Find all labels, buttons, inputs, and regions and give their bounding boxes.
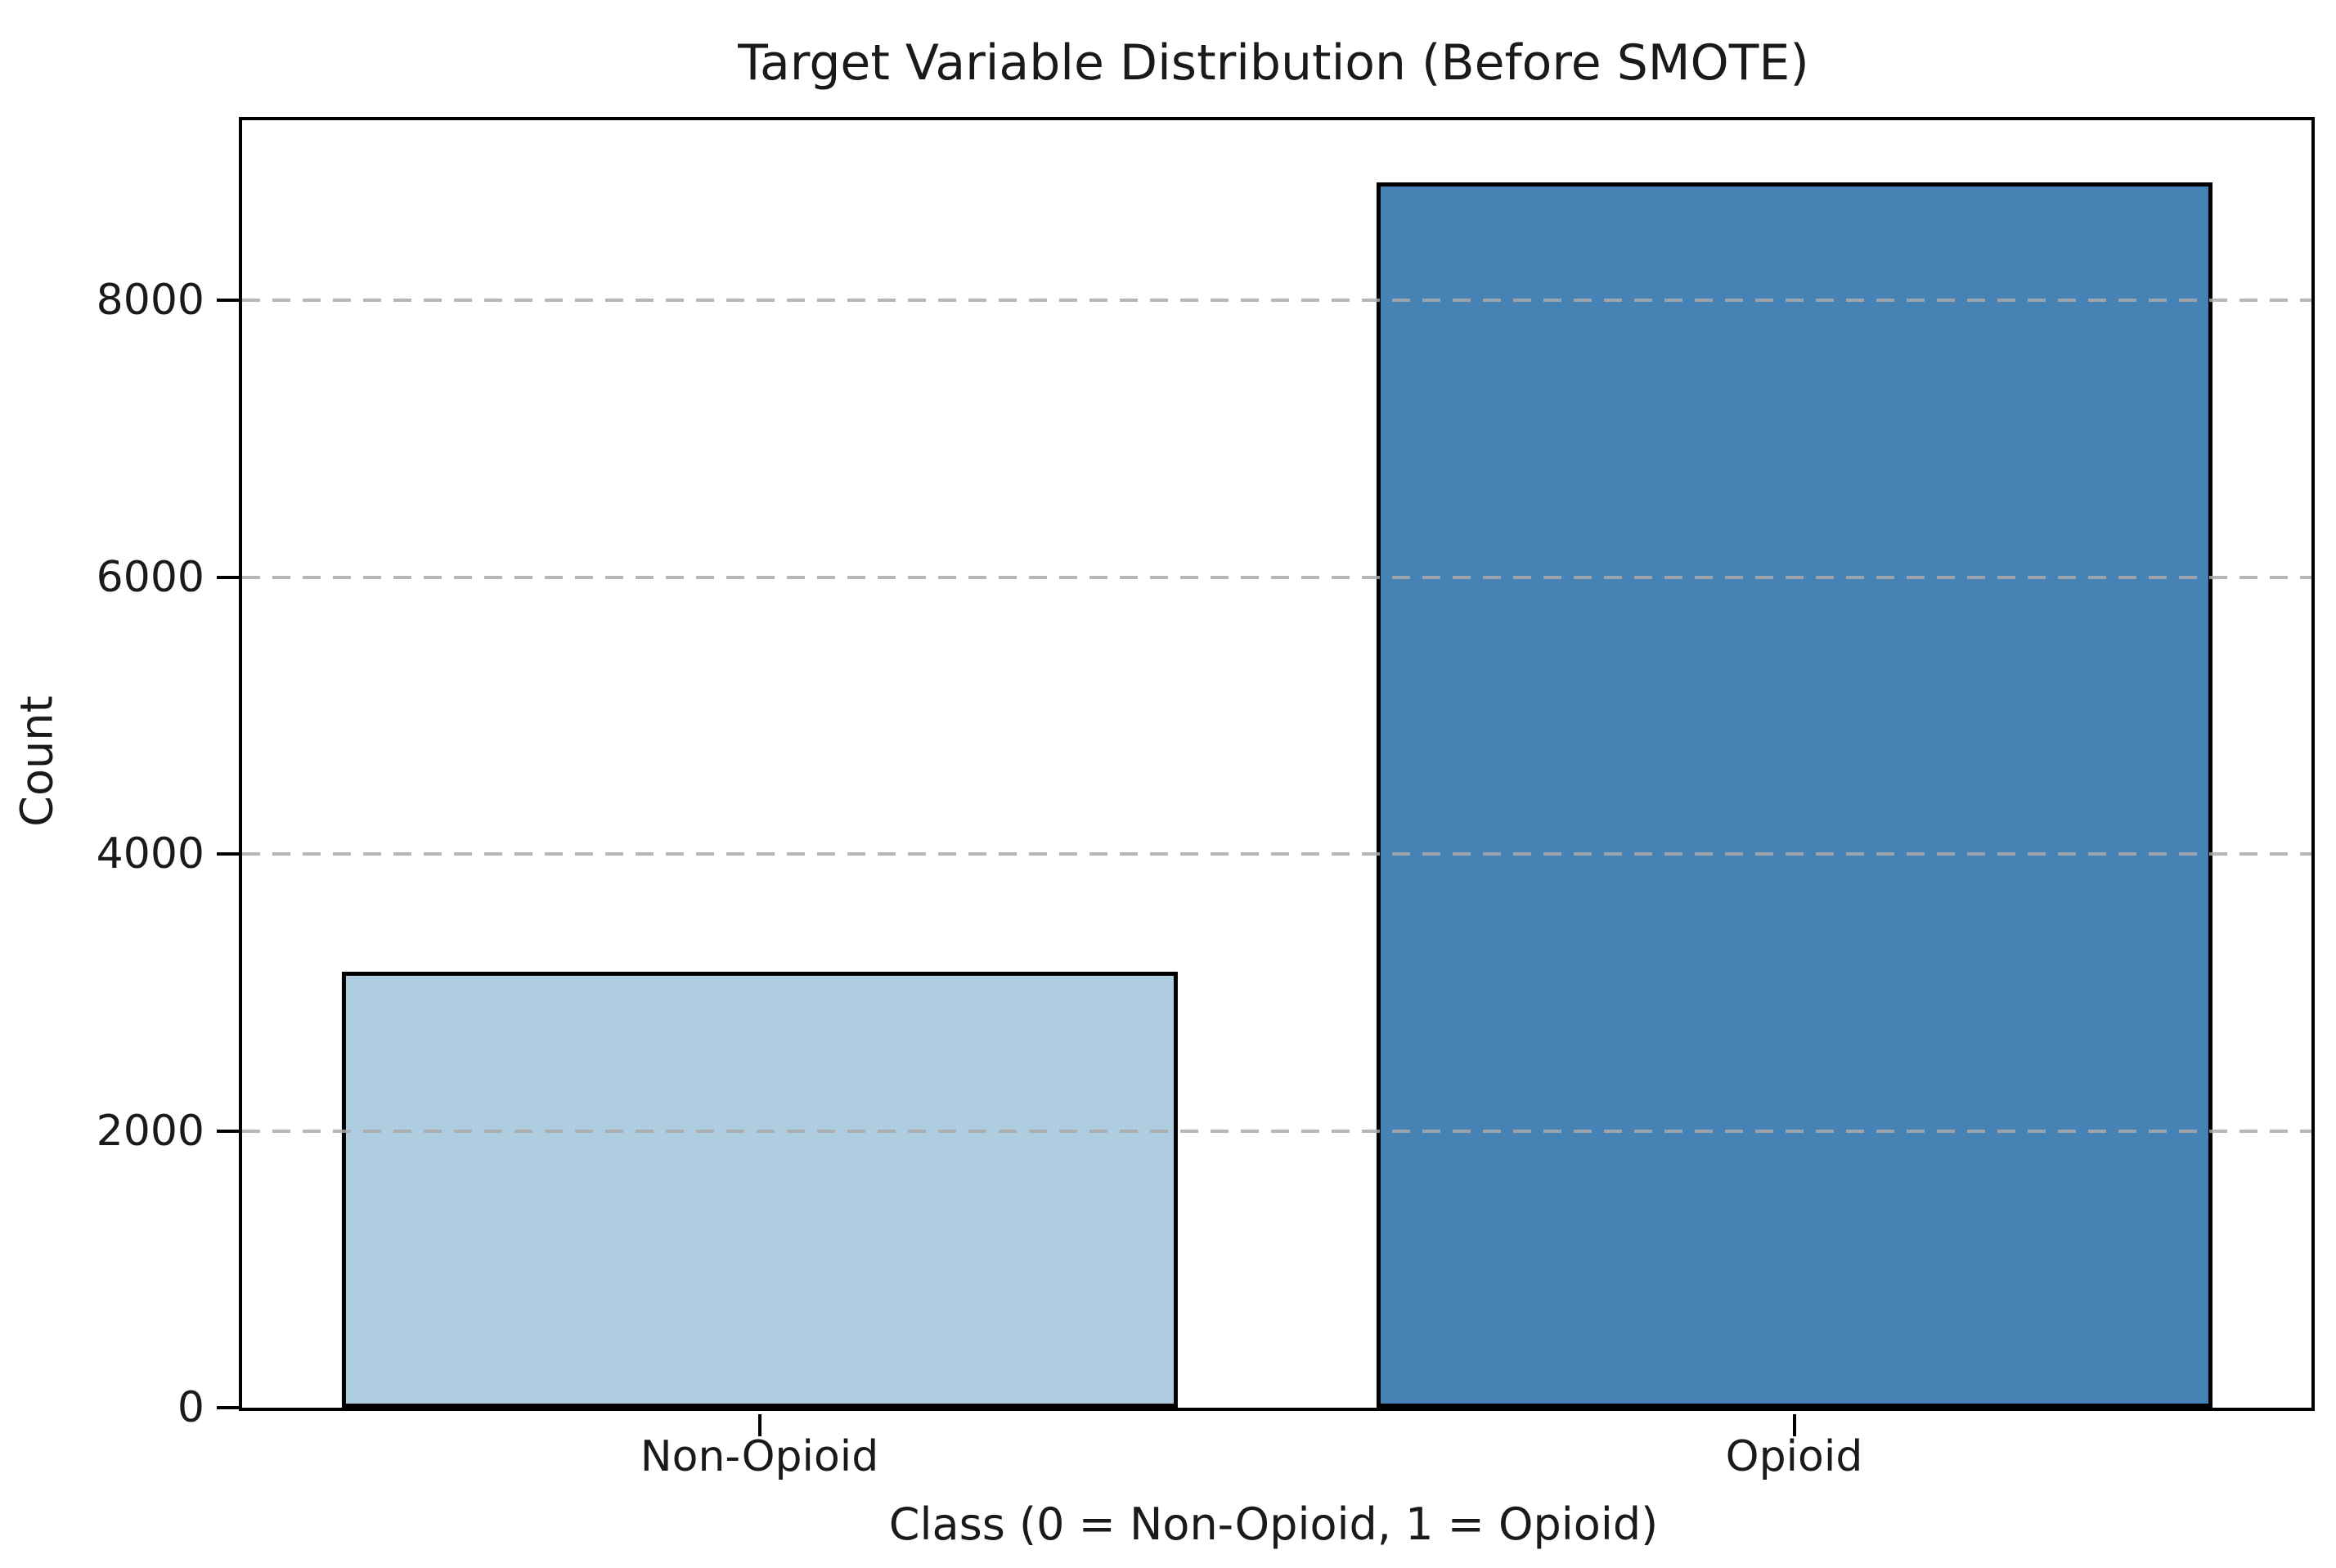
x-tick-mark <box>757 1414 761 1436</box>
y-axis-label-container: Count <box>0 117 74 1404</box>
y-tick-mark <box>217 1129 239 1133</box>
y-tick-label: 6000 <box>96 552 204 602</box>
x-tick-label: Opioid <box>1725 1432 1863 1481</box>
y-tick-label: 2000 <box>96 1106 204 1156</box>
y-tick-label: 0 <box>177 1383 204 1432</box>
chart-title: Target Variable Distribution (Before SMO… <box>738 34 1809 92</box>
x-axis-label: Class (0 = Non-Opioid, 1 = Opioid) <box>888 1498 1659 1550</box>
bar-non-opioid <box>341 971 1178 1408</box>
x-tick-mark <box>1792 1414 1796 1436</box>
y-tick-label: 4000 <box>96 829 204 879</box>
y-axis-label: Count <box>11 694 63 827</box>
y-tick-mark <box>217 852 239 856</box>
y-tick-mark <box>217 575 239 579</box>
y-tick-mark <box>217 299 239 303</box>
x-tick-label: Non-Opioid <box>640 1432 879 1481</box>
plot-area: Non-Opioid Opioid 0 2000 4000 6000 8000 <box>97 117 2315 1478</box>
y-tick-mark <box>217 1406 239 1409</box>
bar-opioid <box>1376 182 2212 1408</box>
y-tick-label: 8000 <box>96 276 204 326</box>
